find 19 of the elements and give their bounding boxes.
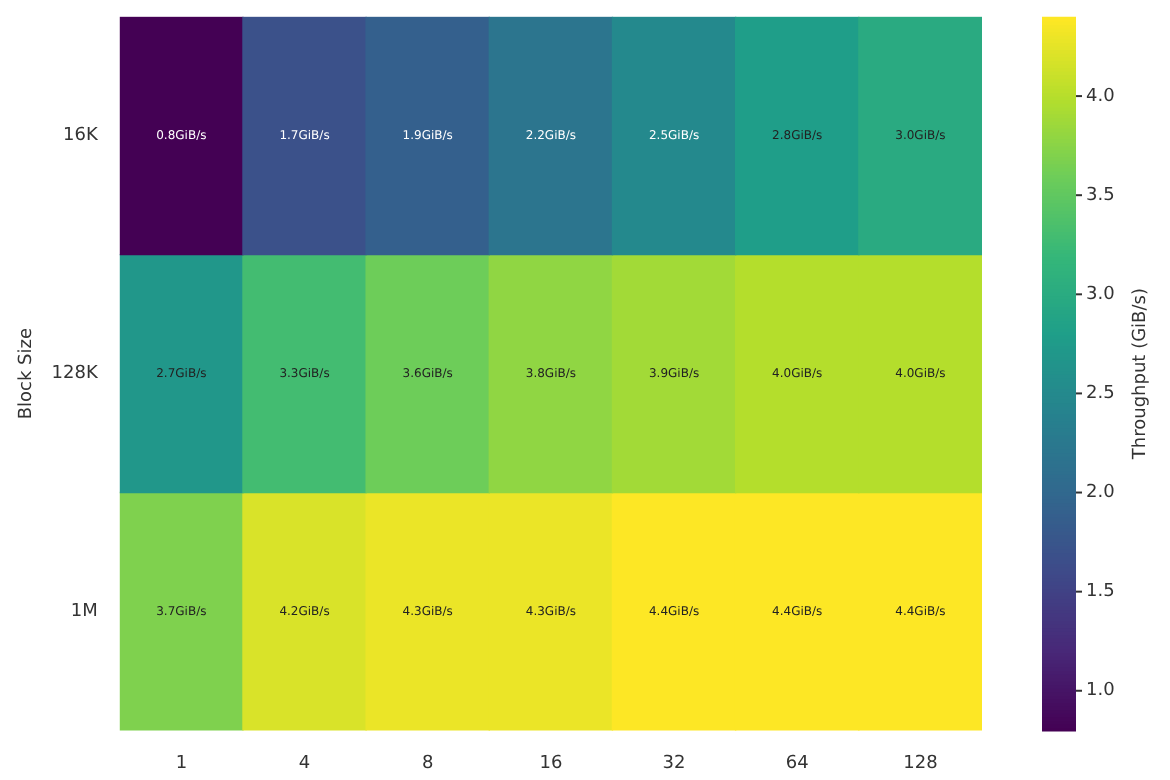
color-bar-label: 4.0: [1086, 86, 1116, 107]
color-bar-label: 2.5: [1086, 384, 1115, 405]
x-tick-label: 1: [175, 753, 188, 774]
x-tick-label: 16: [539, 753, 563, 774]
x-tick-label: 8: [421, 753, 434, 774]
y-tick-label: 128K: [51, 364, 100, 385]
color-bar-label: 2.0: [1086, 483, 1116, 504]
x-tick-label: 128: [903, 753, 939, 774]
x-tick-label: 32: [662, 753, 686, 774]
y-tick-label: 1M: [70, 602, 98, 623]
y-tick-label: 16K: [63, 126, 100, 147]
color-bar-label: 3.5: [1086, 185, 1115, 206]
y-axis-title: Block Size: [17, 327, 38, 420]
x-tick-label: 4: [298, 753, 311, 774]
color-bar-label: 1.0: [1086, 681, 1116, 702]
color-bar-label: 3.0: [1086, 285, 1116, 305]
color-bar-label: 1.5: [1086, 582, 1115, 603]
color-bar-title: Throughput (GiB/s): [1130, 288, 1151, 462]
x-tick-label: 64: [785, 753, 810, 774]
